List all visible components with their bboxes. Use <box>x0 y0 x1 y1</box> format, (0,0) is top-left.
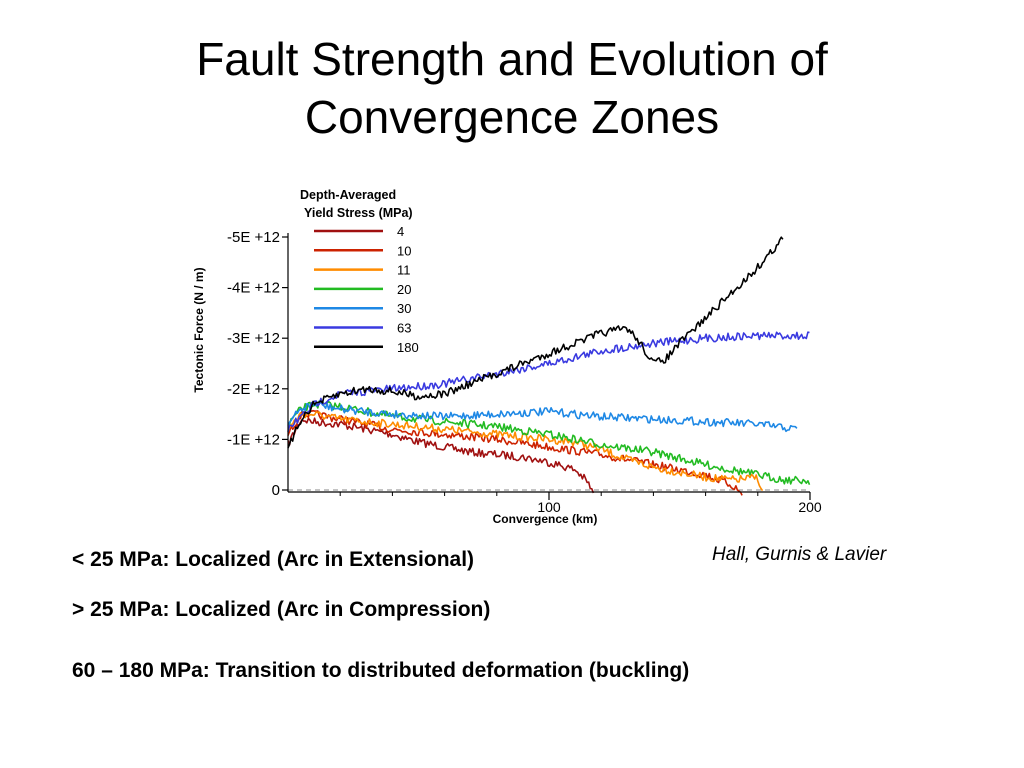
series-line-20 <box>287 400 811 486</box>
x-tick-label: 200 <box>798 499 822 515</box>
legend-label-10: 10 <box>397 243 411 258</box>
series-line-4 <box>287 417 595 494</box>
series-line-30 <box>287 401 798 433</box>
legend-label-20: 20 <box>397 282 411 297</box>
legend-title-line-2: Yield Stress (MPa) <box>304 206 413 220</box>
bullet-2: > 25 MPa: Localized (Arc in Compression) <box>72 598 491 621</box>
legend-label-180: 180 <box>397 340 419 355</box>
citation: Hall, Gurnis & Lavier <box>712 544 887 565</box>
legend-label-11: 11 <box>397 263 411 278</box>
series-line-11 <box>287 411 764 492</box>
bullet-1: < 25 MPa: Localized (Arc in Extensional) <box>72 548 475 571</box>
legend-title-line-1: Depth-Averaged <box>300 188 396 202</box>
series-line-180 <box>287 236 784 449</box>
y-tick-label: -1E +12 <box>227 431 280 448</box>
y-tick-label: -4E +12 <box>227 280 280 297</box>
tectonic-force-chart: 0 -1E +12 -2E +12 -3E +12 -4E +12 -5E +12 100 2… <box>192 188 822 526</box>
legend-label-30: 30 <box>397 301 411 316</box>
y-axis-label: Tectonic Force (N / m) <box>192 267 206 392</box>
y-tick-label: -5E +12 <box>227 229 280 246</box>
y-tick-label: -2E +12 <box>227 381 280 398</box>
bullet-3: 60 – 180 MPa: Transition to distributed … <box>72 659 690 682</box>
legend-label-4: 4 <box>397 224 404 239</box>
slide-title: Fault Strength and Evolution of Converge… <box>0 30 1024 146</box>
legend-label-63: 63 <box>397 321 411 336</box>
slide-title-line-2: Convergence Zones <box>304 91 720 143</box>
slide-title-line-1: Fault Strength and Evolution of <box>196 33 828 85</box>
x-tick-label: 100 <box>537 499 561 515</box>
x-axis-label: Convergence (km) <box>493 512 598 526</box>
y-tick-label: 0 <box>272 482 280 499</box>
y-tick-label: -3E +12 <box>227 330 280 347</box>
series-line-63 <box>287 331 810 433</box>
series-line-10 <box>287 409 743 496</box>
